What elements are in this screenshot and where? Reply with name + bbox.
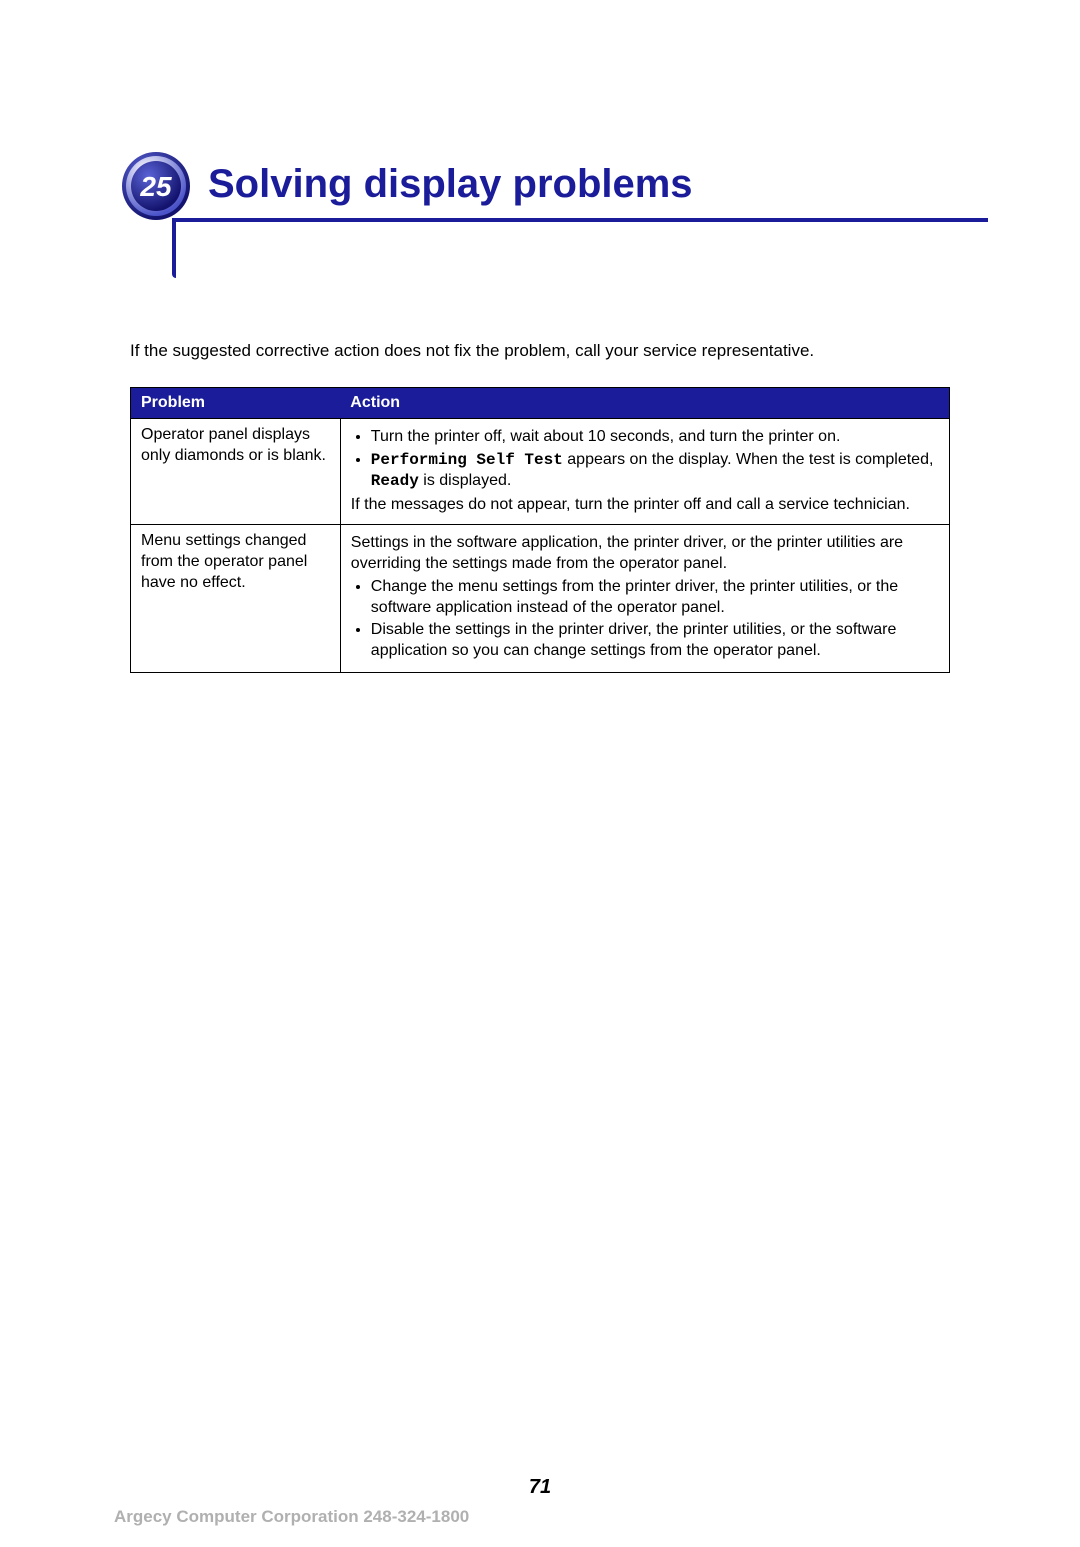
action-code-text: Performing Self Test xyxy=(371,451,563,469)
action-text: Disable the settings in the printer driv… xyxy=(371,621,897,659)
action-bullet-list: Turn the printer off, wait about 10 seco… xyxy=(351,427,939,491)
footer-company-line: Argecy Computer Corporation 248-324-1800 xyxy=(114,1507,469,1527)
action-bullet: Turn the printer off, wait about 10 seco… xyxy=(371,427,939,448)
table-row: Operator panel displays only diamonds or… xyxy=(131,418,950,524)
header-rule-vertical xyxy=(172,220,176,278)
header-rule-horizontal xyxy=(172,218,988,222)
action-code-text: Ready xyxy=(371,472,419,490)
section-header: 25 Solving display problems xyxy=(120,150,1080,280)
table-row: Menu settings changed from the operator … xyxy=(131,525,950,673)
action-bullet: Disable the settings in the printer driv… xyxy=(371,620,939,662)
action-cell: Settings in the software application, th… xyxy=(340,525,949,673)
document-page: 25 Solving display problems If the sugge… xyxy=(0,150,1080,1547)
action-bullet-list: Change the menu settings from the printe… xyxy=(351,577,939,662)
problem-cell: Operator panel displays only diamonds or… xyxy=(131,418,341,524)
page-number: 71 xyxy=(0,1476,1080,1499)
column-header-action: Action xyxy=(340,387,949,418)
intro-paragraph: If the suggested corrective action does … xyxy=(130,340,950,363)
action-text: appears on the display. When the test is… xyxy=(563,451,934,468)
table-body: Operator panel displays only diamonds or… xyxy=(131,418,950,672)
action-line: If the messages do not appear, turn the … xyxy=(351,495,939,516)
action-text: Turn the printer off, wait about 10 seco… xyxy=(371,428,841,445)
section-title: Solving display problems xyxy=(208,162,693,207)
badge-number-text: 25 xyxy=(139,171,172,202)
action-cell: Turn the printer off, wait about 10 seco… xyxy=(340,418,949,524)
action-line: Settings in the software application, th… xyxy=(351,533,939,575)
problem-cell: Menu settings changed from the operator … xyxy=(131,525,341,673)
table-header: Problem Action xyxy=(131,387,950,418)
action-text: Change the menu settings from the printe… xyxy=(371,578,898,616)
action-bullet: Change the menu settings from the printe… xyxy=(371,577,939,619)
action-text: is displayed. xyxy=(419,472,512,489)
column-header-problem: Problem xyxy=(131,387,341,418)
action-bullet: Performing Self Test appears on the disp… xyxy=(371,450,939,492)
section-number-badge: 25 xyxy=(120,150,192,222)
problems-table: Problem Action Operator panel displays o… xyxy=(130,387,950,673)
